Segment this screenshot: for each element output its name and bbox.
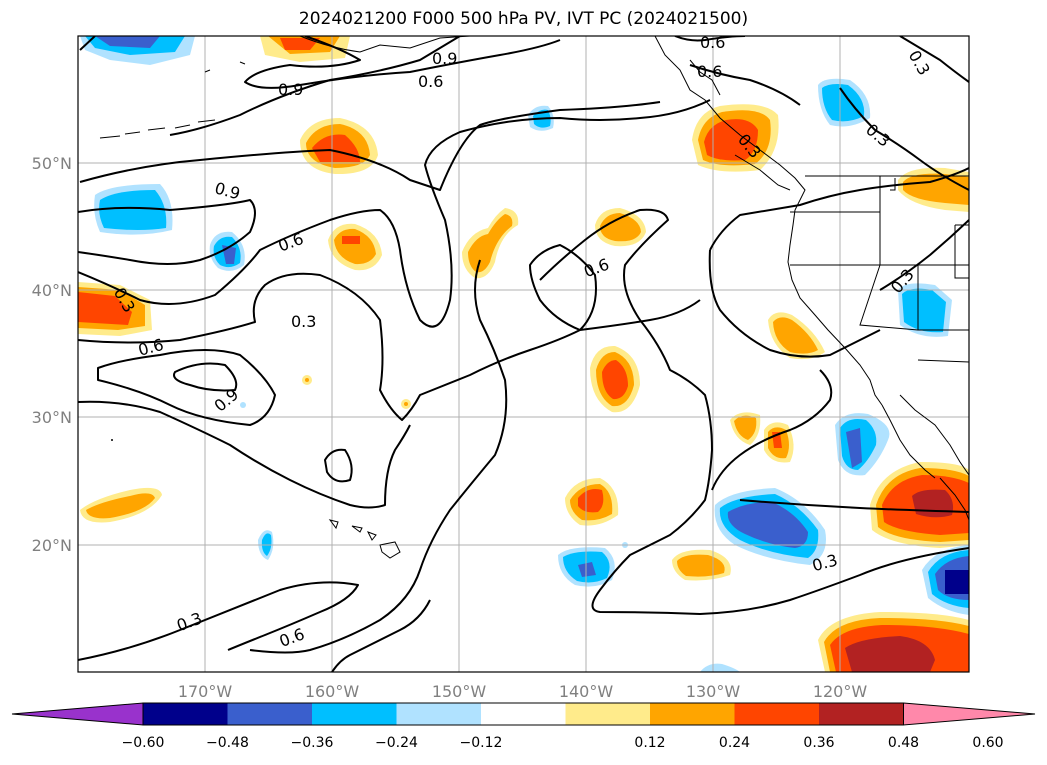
lon-label-130w: 130°W [686, 682, 741, 701]
contour-label: 0.6 [697, 62, 722, 81]
colorbar-tick-label: −0.60 [122, 735, 165, 751]
lon-label-170w: 170°W [178, 682, 233, 701]
colorbar-tick-label: 0.24 [719, 735, 750, 751]
lon-label-120w: 120°W [813, 682, 868, 701]
colorbar-segment [481, 703, 566, 725]
colorbar-segment [819, 703, 904, 725]
lat-label-50n: 50°N [32, 154, 72, 173]
lat-labels: 50°N 40°N 30°N 20°N [32, 154, 72, 555]
colorbar-segment [227, 703, 312, 725]
colorbar: −0.60 −0.48 −0.36 −0.24 −0.12 0.12 0.24 0.36 0.4… [11, 702, 1036, 751]
map-frame [77, 35, 970, 673]
map-title: 2024021200 F000 500 hPa PV, IVT PC (2024… [298, 9, 749, 29]
colorbar-segment [143, 703, 228, 725]
colorbar-extend-max [903, 702, 1036, 726]
colorbar-segment [312, 703, 397, 725]
lon-label-150w: 150°W [432, 682, 487, 701]
shaded-patches [78, 36, 969, 672]
contour-label: 0.6 [700, 33, 725, 52]
lon-labels: 170°W 160°W 150°W 140°W 130°W 120°W [178, 682, 868, 701]
lon-label-140w: 140°W [559, 682, 614, 701]
colorbar-extend-min [11, 702, 144, 726]
colorbar-tick-label: 0.48 [888, 735, 919, 751]
map-area [78, 36, 969, 672]
lon-label-160w: 160°W [305, 682, 360, 701]
colorbar-segment [396, 703, 481, 725]
contour-label: 0.9 [432, 49, 457, 68]
colorbar-segment [734, 703, 819, 725]
coastlines [99, 36, 969, 559]
colorbar-tick-label: −0.36 [291, 735, 334, 751]
colorbar-tick-label: 0.60 [972, 735, 1003, 751]
colorbar-tick-label: 0.12 [634, 735, 665, 751]
contour-label: 0.6 [418, 72, 443, 91]
lat-label-30n: 30°N [32, 408, 72, 427]
colorbar-tick-label: −0.48 [206, 735, 249, 751]
colorbar-tick-label: −0.12 [460, 735, 503, 751]
colorbar-frame [142, 702, 904, 726]
contours [78, 36, 969, 672]
colorbar-tick-label: −0.24 [375, 735, 418, 751]
colorbar-tick-label: 0.36 [803, 735, 834, 751]
contour-label: 0.9 [278, 80, 303, 99]
colorbar-segment [650, 703, 735, 725]
colorbar-segment [565, 703, 650, 725]
lat-label-40n: 40°N [32, 281, 72, 300]
contour-label: 0.3 [291, 312, 316, 331]
lat-label-20n: 20°N [32, 536, 72, 555]
graticule [78, 36, 969, 672]
